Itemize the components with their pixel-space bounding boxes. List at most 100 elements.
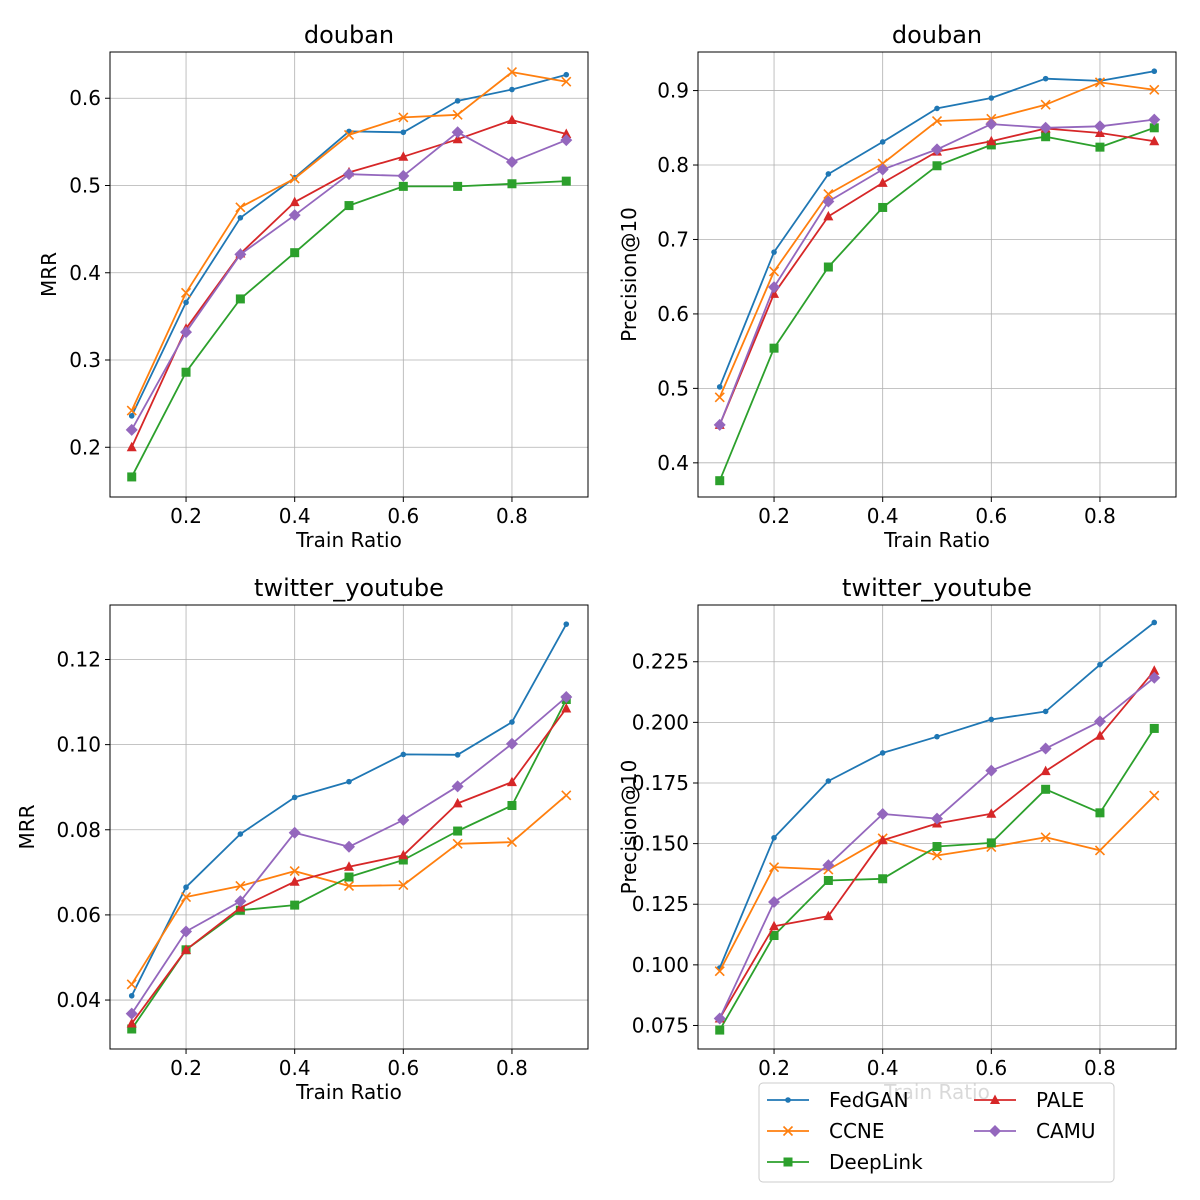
chart-title: twitter_youtube (842, 574, 1032, 602)
data-point-fedgan (454, 98, 461, 104)
data-point-camu (822, 859, 835, 872)
data-point-camu (234, 248, 247, 261)
data-point-deeplink (715, 1025, 725, 1035)
data-point-deeplink (986, 838, 996, 848)
subplot-3: 0.2 0.4 0.6 0.8 0.04 0.06 0.08 0.10 0.12 twitter_… (15, 574, 589, 1104)
data-point-ccne (768, 266, 780, 277)
data-point-ccne (180, 891, 192, 903)
x-tick-label: 0.4 (279, 504, 311, 528)
legend-marker-deeplink (783, 1157, 793, 1167)
legend-marker-fedgan (785, 1097, 791, 1103)
data-point-fedgan (934, 733, 940, 740)
legend-item-camu: CAMU (974, 1119, 1096, 1143)
data-point-pale (1149, 135, 1160, 146)
legend-item-deeplink: DeepLink (767, 1150, 923, 1174)
y-axis-label: Precision@10 (617, 760, 641, 895)
axes-frame (697, 604, 1177, 1050)
data-point-camu (1093, 715, 1106, 728)
data-point-camu (1039, 121, 1052, 134)
data-point-ccne (1094, 845, 1106, 856)
data-point-pale (289, 876, 300, 886)
data-point-ccne (180, 287, 192, 298)
data-point-camu (125, 423, 138, 436)
data-point-fedgan (128, 413, 135, 419)
data-point-ccne (343, 129, 355, 140)
chart-title: douban (892, 21, 982, 49)
data-point-ccne (768, 862, 780, 873)
subplot-4: 0.2 0.4 0.6 0.8 0.075 0.100 0.125 0.150 0.175 0.2… (617, 574, 1177, 1104)
data-point-ccne (289, 173, 300, 184)
data-point-camu (343, 840, 355, 853)
data-point-pale (506, 114, 517, 125)
data-point-fedgan (400, 751, 407, 758)
chart-title: douban (304, 21, 394, 49)
y-tick-label: 0.150 (632, 832, 689, 856)
y-tick-label: 0.10 (56, 733, 101, 757)
y-tick-label: 0.7 (657, 227, 689, 251)
y-tick-label: 0.3 (69, 348, 101, 372)
series-line-deeplink (718, 126, 1155, 482)
data-point-fedgan (879, 750, 886, 756)
data-point-fedgan (716, 384, 723, 390)
data-point-deeplink (453, 181, 463, 191)
data-point-ccne (126, 979, 137, 990)
series-line-fedgan (718, 621, 1155, 969)
data-point-camu (985, 118, 998, 131)
legend-marker-camu (989, 1125, 1001, 1137)
data-point-camu (1039, 742, 1052, 755)
data-point-camu (560, 134, 573, 147)
data-point-fedgan (509, 719, 515, 725)
data-point-deeplink (398, 181, 408, 191)
series-line-fedgan (718, 70, 1155, 388)
data-point-deeplink (1095, 808, 1105, 818)
subplots: 0.2 0.4 0.6 0.8 0.2 0.3 0.4 0.5 0.6 douban Train R… (15, 21, 1177, 1104)
y-tick-label: 0.4 (657, 451, 689, 475)
y-tick-label: 0.8 (657, 153, 689, 177)
data-point-camu (560, 690, 573, 703)
y-tick-label: 0.5 (69, 174, 101, 198)
data-point-ccne (398, 880, 409, 891)
data-point-deeplink (1149, 123, 1159, 133)
data-point-pale (506, 776, 517, 787)
legend-label-ccne: CCNE (829, 1119, 885, 1143)
x-tick-label: 0.8 (1084, 1056, 1116, 1080)
axes-frame (109, 604, 589, 1050)
x-tick-label: 0.6 (387, 1056, 419, 1080)
data-point-pale (561, 702, 572, 713)
data-point-ccne (506, 837, 518, 848)
data-point-deeplink (932, 161, 942, 171)
data-point-deeplink (1095, 142, 1105, 152)
data-point-ccne (289, 865, 300, 877)
data-point-ccne (931, 116, 943, 127)
data-point-deeplink (398, 855, 408, 865)
data-point-fedgan (509, 86, 515, 93)
y-tick-label: 0.2 (69, 435, 101, 459)
legend: FedGAN CCNE DeepLink PALE CAMU (758, 1082, 1115, 1183)
data-point-fedgan (1042, 75, 1049, 82)
data-point-camu (451, 780, 464, 793)
data-point-deeplink (127, 1024, 137, 1034)
x-axis-label: Train Ratio (295, 528, 402, 552)
data-point-pale (344, 861, 354, 871)
x-tick-label: 0.8 (496, 1056, 528, 1080)
x-tick-label: 0.2 (758, 1056, 790, 1080)
data-point-deeplink (127, 472, 137, 482)
data-point-fedgan (1097, 661, 1103, 668)
data-point-ccne (561, 76, 572, 87)
data-point-camu (343, 168, 355, 181)
data-point-ccne (235, 880, 246, 892)
data-point-camu (985, 764, 998, 777)
data-point-camu (1093, 120, 1106, 133)
data-point-ccne (235, 202, 246, 213)
data-point-camu (288, 209, 301, 222)
legend-label-fedgan: FedGAN (829, 1088, 909, 1112)
data-point-pale (877, 177, 888, 187)
data-point-fedgan (879, 139, 886, 145)
data-point-deeplink (769, 343, 779, 353)
y-tick-label: 0.175 (632, 771, 689, 795)
data-point-fedgan (988, 95, 995, 101)
data-point-ccne (1040, 99, 1051, 110)
data-point-deeplink (878, 874, 888, 884)
y-tick-label: 0.225 (632, 650, 689, 674)
